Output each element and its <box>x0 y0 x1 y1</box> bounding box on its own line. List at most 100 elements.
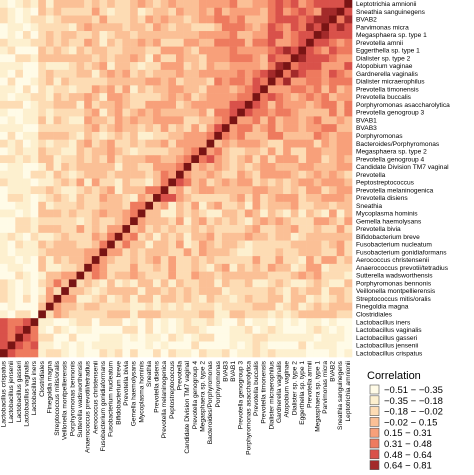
heatmap-cell <box>0 240 8 249</box>
heatmap-cell <box>38 124 47 133</box>
heatmap-cell <box>214 349 223 358</box>
heatmap-cell <box>267 256 276 265</box>
heatmap-cell <box>214 7 223 16</box>
heatmap-cell <box>313 46 322 55</box>
heatmap-cell <box>313 240 322 249</box>
heatmap-cell <box>15 0 24 9</box>
heatmap-cell <box>91 294 100 303</box>
heatmap-cell <box>214 248 223 257</box>
heatmap-cell <box>38 256 47 265</box>
heatmap-cell <box>30 54 39 63</box>
heatmap-cell <box>76 256 85 265</box>
heatmap-cell <box>306 310 315 319</box>
heatmap-cell <box>107 131 116 140</box>
heatmap-cell <box>290 248 299 257</box>
heatmap-cell <box>306 201 315 210</box>
heatmap-cell <box>336 318 345 327</box>
heatmap-cell <box>107 325 116 335</box>
heatmap-cell <box>229 131 238 140</box>
heatmap-cell <box>15 62 24 71</box>
heatmap-cell <box>176 217 184 226</box>
heatmap-cell <box>306 186 315 195</box>
heatmap-cell <box>22 194 31 203</box>
heatmap-cell <box>221 147 230 156</box>
heatmap-cell <box>329 186 337 195</box>
heatmap-cell <box>176 271 184 280</box>
heatmap-cell <box>290 0 299 9</box>
heatmap-cell <box>237 7 246 16</box>
heatmap-cell <box>275 349 284 358</box>
heatmap-cell <box>145 23 154 32</box>
heatmap-cell <box>168 294 177 303</box>
heatmap-cell <box>137 54 146 63</box>
heatmap-cell <box>267 178 276 187</box>
heatmap-cell <box>145 38 154 47</box>
heatmap-cell <box>191 271 200 280</box>
heatmap-cell <box>22 85 31 94</box>
heatmap-cell <box>329 256 337 265</box>
heatmap-cell <box>153 116 161 125</box>
heatmap-cell <box>214 77 223 86</box>
heatmap-cell <box>198 333 207 342</box>
heatmap-cell <box>298 162 307 172</box>
heatmap-cell <box>107 170 116 179</box>
heatmap-cell <box>191 225 200 234</box>
heatmap-cell <box>45 69 54 78</box>
heatmap-cell <box>22 62 31 71</box>
heatmap-cell <box>275 263 284 272</box>
heatmap-cell <box>290 100 299 109</box>
heatmap-cell <box>283 232 292 241</box>
heatmap-cell <box>22 279 31 288</box>
heatmap-cell <box>107 124 116 133</box>
legend-label: 0.15 − 0.31 <box>384 428 432 439</box>
heatmap-cell <box>122 279 131 288</box>
heatmap-cell <box>84 54 93 63</box>
heatmap-cell <box>260 240 269 249</box>
heatmap-cell <box>283 341 292 350</box>
heatmap-cell <box>99 131 108 140</box>
heatmap-cell <box>130 54 139 63</box>
heatmap-cell <box>114 271 123 280</box>
heatmap-cell <box>84 333 93 342</box>
heatmap-cell <box>290 302 299 311</box>
heatmap-cell <box>267 100 276 109</box>
column-label: Eggerthella sp. type 1 <box>299 361 306 425</box>
heatmap-cell <box>160 186 169 195</box>
heatmap-cell <box>191 294 200 303</box>
heatmap-cell <box>53 318 62 327</box>
heatmap-cell <box>260 263 269 272</box>
heatmap-cell <box>290 240 299 249</box>
heatmap-cell <box>53 349 62 358</box>
heatmap-cell <box>229 7 238 16</box>
heatmap-cell <box>0 131 8 140</box>
heatmap-cell <box>198 186 207 195</box>
heatmap-cell <box>76 186 85 195</box>
heatmap-cell <box>260 287 269 296</box>
heatmap-cell <box>176 194 184 203</box>
heatmap-cell <box>22 256 31 265</box>
heatmap-cell <box>0 294 8 303</box>
heatmap-cell <box>198 240 207 249</box>
heatmap-cell <box>99 240 108 249</box>
heatmap-cell <box>267 217 276 226</box>
heatmap-cell <box>53 131 62 140</box>
heatmap-cell <box>122 139 131 148</box>
heatmap-cell <box>0 287 8 296</box>
heatmap-cell <box>244 77 253 86</box>
heatmap-cell <box>198 349 207 358</box>
heatmap-cell <box>68 240 77 249</box>
heatmap-cell <box>137 232 146 241</box>
heatmap-cell <box>107 333 116 342</box>
heatmap-cell <box>68 178 77 187</box>
heatmap-cell <box>329 170 337 179</box>
heatmap-cell <box>68 325 77 335</box>
heatmap-cell <box>275 217 284 226</box>
heatmap-cell <box>290 23 299 32</box>
heatmap-cell <box>344 7 353 16</box>
heatmap-cell <box>76 62 85 71</box>
heatmap-cell <box>76 263 85 272</box>
legend: Correlation −0.51 − −0.35−0.35 − −0.18−0… <box>362 361 472 473</box>
heatmap-cell <box>7 46 16 55</box>
heatmap-cell <box>313 0 322 9</box>
heatmap-cell <box>84 100 93 109</box>
